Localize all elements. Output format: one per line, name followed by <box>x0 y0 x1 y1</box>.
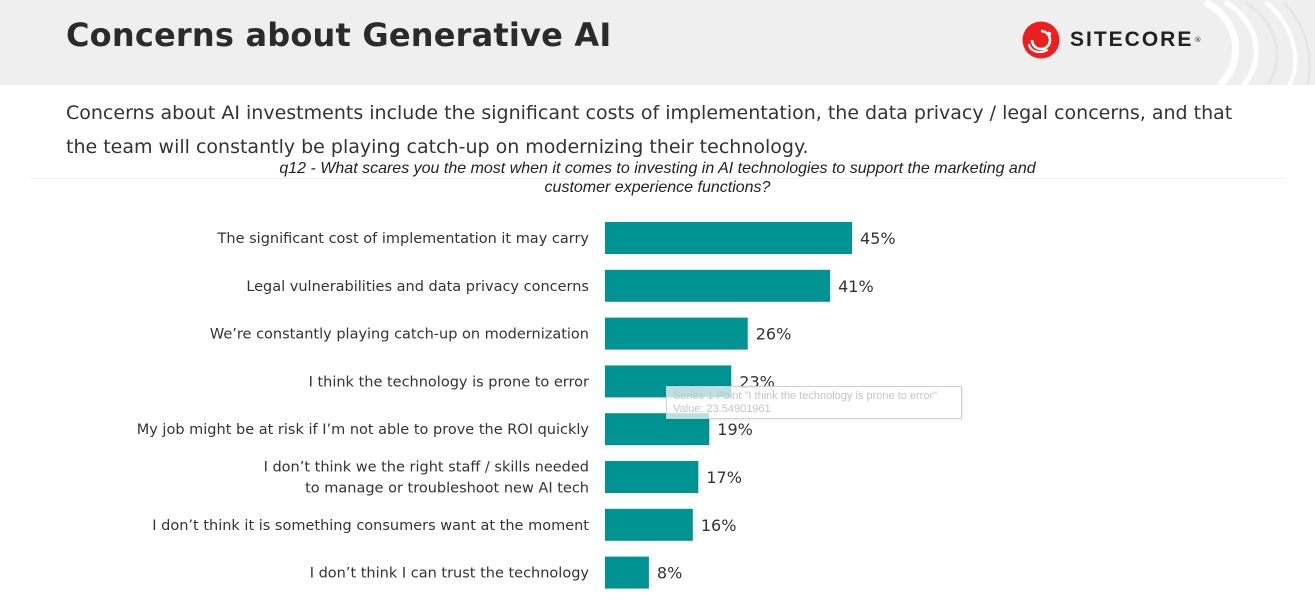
bar <box>605 222 853 254</box>
data-label: 8% <box>657 564 682 583</box>
chart-tooltip: Series 1 Point "I think the technology i… <box>666 386 962 419</box>
bar <box>605 508 693 541</box>
chart-title-line: q12 - What scares you the most when it c… <box>279 160 1036 177</box>
bar <box>605 317 748 350</box>
tooltip-line: Series 1 Point "I think the technology i… <box>673 390 938 402</box>
divider <box>30 178 1285 179</box>
category-label: Legal vulnerabilities and data privacy c… <box>246 279 589 295</box>
category-label: I think the technology is prone to error <box>309 374 589 390</box>
page-title: Concerns about Generative AI <box>66 16 612 54</box>
summary-text: Concerns about AI investments include th… <box>66 102 1233 158</box>
category-label: The significant cost of implementation i… <box>217 231 590 247</box>
data-label: 16% <box>701 516 737 535</box>
tooltip-line: Value: 23.54901961 <box>673 403 771 415</box>
category-label: to manage or troubleshoot new AI tech <box>305 481 589 497</box>
sitecore-brand: SITECORE ® <box>1022 20 1201 60</box>
registered-mark: ® <box>1194 36 1202 44</box>
brand-name: SITECORE <box>1070 28 1194 51</box>
data-label: 17% <box>706 468 742 487</box>
decorative-swoosh <box>1203 0 1311 85</box>
data-label: 19% <box>717 420 753 439</box>
category-label: I don’t think we the right staff / skill… <box>264 460 589 476</box>
category-label: We’re constantly playing catch-up on mod… <box>210 327 589 343</box>
bar <box>605 461 699 493</box>
bar <box>605 269 831 302</box>
data-label: 45% <box>860 229 896 248</box>
data-label: 41% <box>838 277 874 296</box>
chart-title: q12 - What scares you the most when it c… <box>220 159 1095 197</box>
category-label: I don’t think it is something consumers … <box>152 518 589 534</box>
chart-title-line: customer experience functions? <box>544 179 771 196</box>
category-label: I don’t think I can trust the technology <box>310 566 590 582</box>
header-band <box>0 0 1315 85</box>
sitecore-logo-icon <box>1022 21 1060 59</box>
bar <box>605 556 649 589</box>
category-label: My job might be at risk if I’m not able … <box>137 422 590 438</box>
data-label: 26% <box>756 325 792 344</box>
